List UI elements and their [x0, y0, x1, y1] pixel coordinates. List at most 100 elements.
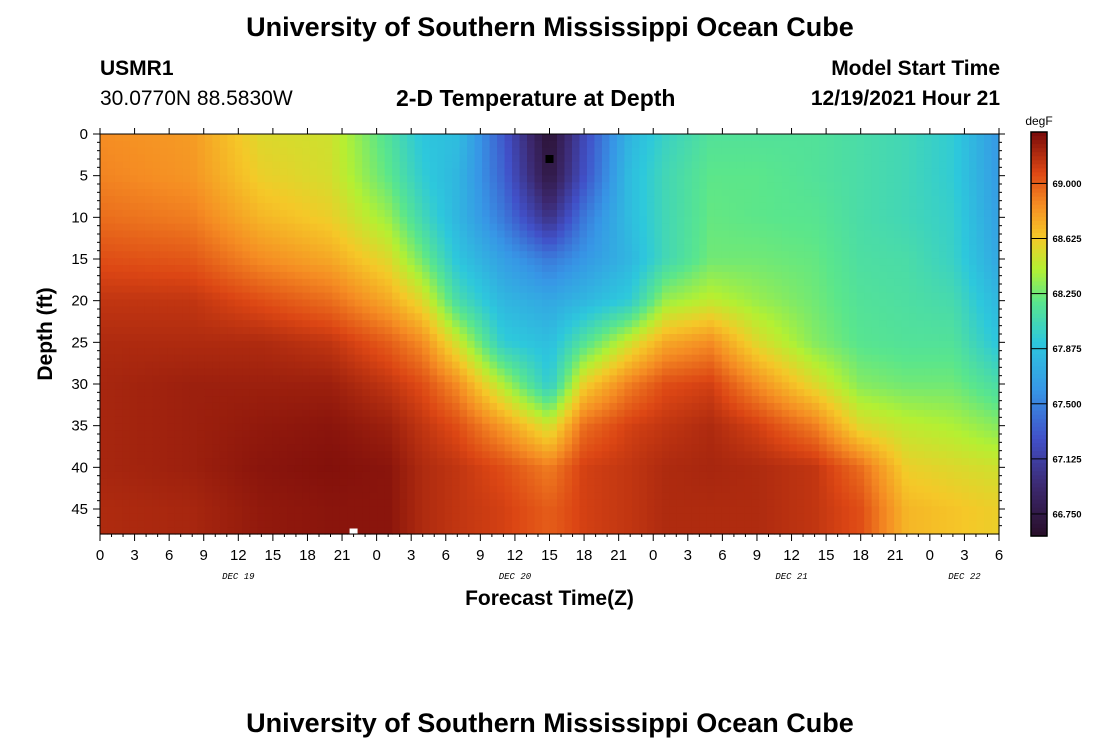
- heatmap-cell: [392, 223, 401, 232]
- heatmap-cell: [504, 458, 513, 466]
- heatmap-cell: [309, 375, 318, 383]
- heatmap-cell: [264, 354, 273, 363]
- heatmap-cell: [302, 347, 311, 356]
- heatmap-cell: [729, 444, 738, 452]
- heatmap-cell: [114, 258, 124, 266]
- heatmap-cell: [129, 320, 139, 328]
- heatmap-cell: [399, 168, 408, 176]
- heatmap-cell: [429, 168, 438, 176]
- heatmap-cell: [264, 416, 273, 425]
- heatmap-cell: [219, 265, 228, 273]
- heatmap-cell: [422, 354, 431, 363]
- heatmap-cell: [646, 354, 655, 363]
- heatmap-cell: [167, 382, 176, 390]
- heatmap-cell: [339, 334, 348, 342]
- heatmap-cell: [534, 396, 543, 404]
- heatmap-cell: [489, 458, 498, 466]
- heatmap-cell: [736, 223, 745, 232]
- heatmap-cell: [257, 285, 266, 294]
- heatmap-cell: [684, 271, 693, 280]
- heatmap-cell: [542, 409, 551, 418]
- heatmap-cell: [407, 320, 416, 328]
- heatmap-cell: [377, 423, 386, 432]
- heatmap-cell: [729, 499, 738, 508]
- heatmap-cell: [219, 471, 228, 480]
- heatmap-cell: [204, 347, 213, 356]
- heatmap-cell: [474, 292, 483, 301]
- heatmap-cell: [706, 389, 715, 397]
- heatmap-cell: [377, 458, 386, 466]
- heatmap-cell: [339, 485, 348, 494]
- heatmap-cell: [527, 334, 536, 342]
- heatmap-cell: [556, 168, 566, 176]
- heatmap-cell: [654, 237, 663, 245]
- heatmap-cell: [571, 237, 581, 245]
- heatmap-cell: [212, 271, 221, 280]
- heatmap-cell: [646, 140, 655, 149]
- heatmap-cell: [706, 499, 715, 508]
- heatmap-cell: [212, 161, 221, 170]
- heatmap-cell: [227, 444, 236, 452]
- heatmap-cell: [347, 382, 356, 390]
- heatmap-cell: [586, 265, 596, 273]
- heatmap-cell: [609, 492, 618, 501]
- heatmap-cell: [684, 347, 693, 356]
- heatmap-cell: [616, 134, 626, 142]
- heatmap-cell: [631, 175, 640, 183]
- heatmap-cell: [459, 382, 468, 390]
- heatmap-cell: [204, 465, 213, 473]
- heatmap-cell: [639, 409, 648, 418]
- heatmap-cell: [234, 196, 243, 204]
- heatmap-cell: [519, 320, 528, 328]
- heatmap-cell: [302, 278, 311, 287]
- heatmap-cell: [137, 182, 146, 190]
- heatmap-cell: [227, 313, 236, 321]
- heatmap-cell: [497, 237, 506, 245]
- heatmap-cell: [249, 134, 258, 142]
- heatmap-cell: [100, 265, 109, 273]
- heatmap-cell: [654, 216, 663, 225]
- heatmap-cell: [467, 506, 476, 514]
- heatmap-cell: [137, 465, 146, 473]
- heatmap-cell: [122, 209, 131, 218]
- heatmap-cell: [182, 437, 191, 445]
- heatmap-cell: [354, 423, 363, 432]
- heatmap-cell: [624, 182, 633, 190]
- heatmap-cell: [661, 334, 670, 342]
- heatmap-cell: [646, 520, 655, 528]
- heatmap-cell: [257, 154, 266, 163]
- heatmap-cell: [691, 423, 700, 432]
- heatmap-cell: [407, 499, 416, 508]
- heatmap-cell: [512, 444, 521, 452]
- heatmap-cell: [594, 416, 603, 425]
- heatmap-cell: [594, 230, 603, 239]
- heatmap-cell: [504, 409, 513, 418]
- heatmap-cell: [474, 140, 483, 149]
- heatmap-cell: [669, 437, 678, 445]
- heatmap-cell: [384, 437, 393, 445]
- heatmap-cell: [542, 347, 551, 356]
- heatmap-cell: [639, 485, 648, 494]
- heatmap-cell: [407, 175, 416, 183]
- heatmap-cell: [324, 196, 333, 204]
- heatmap-cell: [489, 506, 498, 514]
- heatmap-cell: [706, 285, 715, 294]
- heatmap-cell: [399, 189, 408, 197]
- heatmap-cell: [189, 416, 198, 425]
- heatmap-cell: [654, 271, 663, 280]
- heatmap-cell: [736, 354, 745, 363]
- heatmap-cell: [504, 327, 513, 335]
- heatmap-cell: [684, 251, 693, 259]
- heatmap-cell: [287, 161, 296, 170]
- heatmap-cell: [459, 230, 468, 239]
- heatmap-cell: [309, 306, 318, 314]
- heatmap-cell: [736, 368, 745, 376]
- heatmap-cell: [519, 182, 528, 190]
- heatmap-cell: [257, 320, 266, 328]
- heatmap-cell: [309, 216, 318, 225]
- heatmap-cell: [399, 471, 408, 480]
- heatmap-cell: [332, 437, 341, 445]
- heatmap-cell: [699, 327, 708, 335]
- heatmap-cell: [482, 271, 491, 280]
- heatmap-cell: [264, 202, 273, 211]
